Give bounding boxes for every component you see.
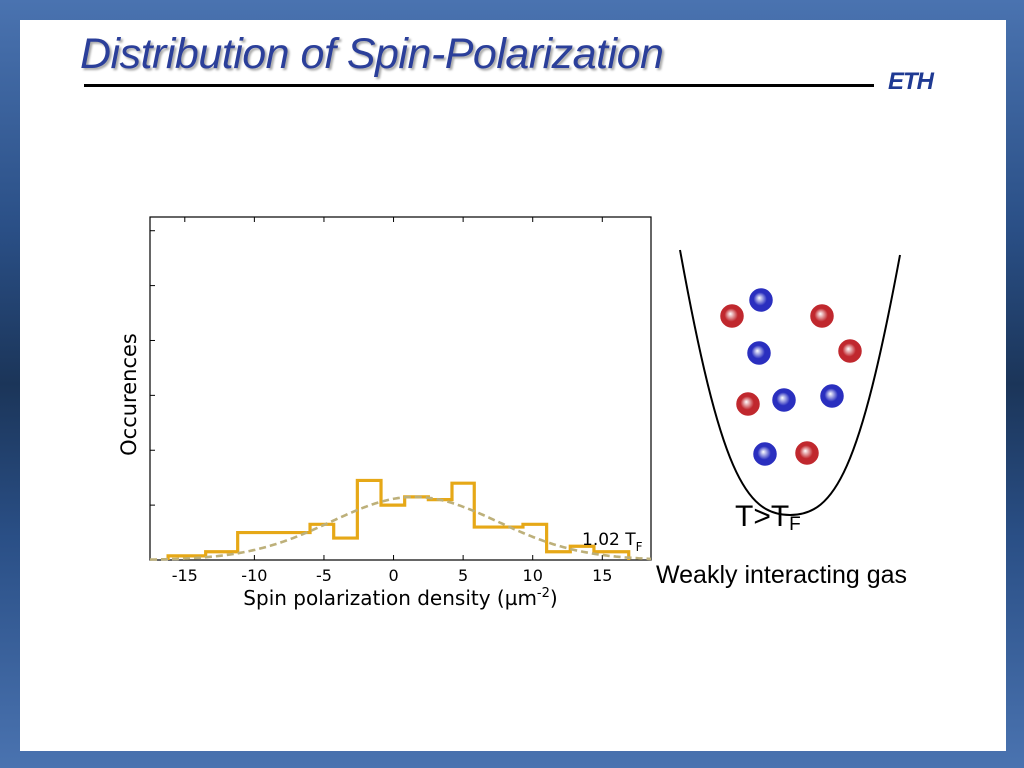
red-atom-9 (795, 441, 819, 465)
trap-temperature-label: T>TF (735, 500, 801, 536)
slide-title: Distribution of Spin-Polarization (80, 30, 664, 78)
blue-atom-6 (772, 388, 796, 412)
x-tick-label-0: 0 (388, 566, 398, 585)
x-tick-label-15: 15 (592, 566, 612, 585)
x-axis-label-close: ) (550, 586, 558, 610)
trap-label-subscript: F (789, 514, 801, 535)
x-tick-label-5: 5 (458, 566, 468, 585)
gaussian-fit-line (149, 495, 652, 561)
blue-atom-8 (753, 442, 777, 466)
red-atom-5 (736, 392, 760, 416)
x-tick-label--10: -10 (241, 566, 267, 585)
gas-caption: Weakly interacting gas (656, 561, 908, 589)
blue-atom-7 (820, 384, 844, 408)
x-tick-label--5: -5 (316, 566, 332, 585)
blue-atom-0 (749, 288, 773, 312)
temperature-annotation-main: 1.02 T (582, 530, 636, 550)
harmonic-trap-curve (679, 249, 901, 517)
blue-atom-3 (747, 341, 771, 365)
title-underline (84, 84, 874, 87)
x-axis-label-main: Spin polarization density (µm (243, 586, 537, 610)
trap-label-main: T>T (735, 500, 790, 533)
red-atom-2 (810, 304, 834, 328)
red-atom-1 (720, 304, 744, 328)
x-tick-label-10: 10 (523, 566, 543, 585)
x-axis-label-superscript: -2 (537, 586, 550, 601)
temperature-annotation: 1.02 TF (582, 530, 643, 554)
x-axis-label: Spin polarization density (µm-2) (243, 586, 557, 610)
y-axis-label: Occurences (117, 333, 141, 456)
eth-logo: ETH (888, 68, 934, 95)
x-tick-label--15: -15 (172, 566, 198, 585)
temperature-annotation-subscript: F (636, 540, 643, 554)
red-atom-4 (838, 339, 862, 363)
plot-frame (149, 216, 652, 561)
